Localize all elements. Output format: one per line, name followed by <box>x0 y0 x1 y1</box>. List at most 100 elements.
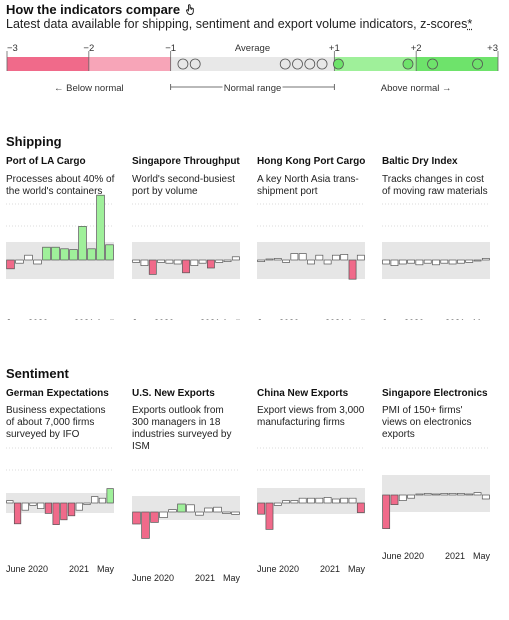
bar[interactable] <box>78 226 87 261</box>
bar[interactable] <box>457 493 465 496</box>
bar[interactable] <box>168 509 177 513</box>
bar[interactable] <box>186 504 195 513</box>
bar[interactable] <box>157 259 165 263</box>
bar[interactable] <box>332 254 340 261</box>
bar[interactable] <box>390 259 399 266</box>
indicator-dot[interactable] <box>304 58 316 70</box>
bar[interactable] <box>382 259 391 265</box>
bar[interactable] <box>415 259 424 266</box>
bar[interactable] <box>182 259 190 274</box>
bar[interactable] <box>52 502 60 525</box>
bar[interactable] <box>481 494 490 500</box>
bar[interactable] <box>96 194 105 261</box>
bar[interactable] <box>213 506 222 513</box>
bar[interactable] <box>98 497 107 504</box>
bar[interactable] <box>91 496 99 504</box>
indicator-dot[interactable] <box>177 58 189 70</box>
indicator-dot[interactable] <box>427 58 438 70</box>
bar[interactable] <box>465 259 474 263</box>
bar[interactable] <box>257 502 266 515</box>
bar[interactable] <box>106 488 114 504</box>
bar[interactable] <box>257 259 266 262</box>
footnote-asterisk[interactable]: * <box>467 17 473 31</box>
bar[interactable] <box>195 511 204 516</box>
bar[interactable] <box>465 493 474 496</box>
bar[interactable] <box>198 259 207 264</box>
bar[interactable] <box>6 500 14 504</box>
bar[interactable] <box>159 511 168 518</box>
bar[interactable] <box>273 258 282 261</box>
bar[interactable] <box>105 244 114 261</box>
bar[interactable] <box>83 502 91 505</box>
bar[interactable] <box>356 502 365 513</box>
bar[interactable] <box>15 259 24 264</box>
bar[interactable] <box>323 497 332 504</box>
bar[interactable] <box>60 502 68 521</box>
bar[interactable] <box>6 259 15 270</box>
bar[interactable] <box>348 497 357 504</box>
bar[interactable] <box>75 502 83 511</box>
bar[interactable] <box>69 249 78 261</box>
bar[interactable] <box>231 511 240 515</box>
bar[interactable] <box>340 254 349 261</box>
bar[interactable] <box>481 258 490 261</box>
bar[interactable] <box>231 256 240 261</box>
bar[interactable] <box>177 503 186 513</box>
bar[interactable] <box>390 494 399 505</box>
bar[interactable] <box>440 493 449 496</box>
bar[interactable] <box>132 511 141 525</box>
bar[interactable] <box>265 502 274 530</box>
bar[interactable] <box>340 497 349 504</box>
bar[interactable] <box>423 493 432 496</box>
bar[interactable] <box>207 259 215 269</box>
indicator-dot[interactable] <box>279 58 291 70</box>
bar[interactable] <box>432 493 440 496</box>
bar[interactable] <box>29 502 37 506</box>
indicator-dot[interactable] <box>189 58 201 70</box>
bar[interactable] <box>132 259 141 263</box>
bar[interactable] <box>407 494 415 499</box>
bar[interactable] <box>165 259 174 264</box>
indicator-dot[interactable] <box>333 58 344 70</box>
bar[interactable] <box>265 258 274 261</box>
bar[interactable] <box>398 494 407 501</box>
bar[interactable] <box>323 259 332 265</box>
bar[interactable] <box>223 259 232 262</box>
bar[interactable] <box>215 259 224 263</box>
indicator-dot[interactable] <box>316 58 328 70</box>
bar[interactable] <box>24 254 33 261</box>
bar[interactable] <box>440 259 449 264</box>
bar[interactable] <box>273 502 282 506</box>
bar[interactable] <box>407 259 415 264</box>
bar[interactable] <box>348 259 357 280</box>
bar[interactable] <box>298 497 307 504</box>
indicator-dot[interactable] <box>292 58 303 70</box>
indicator-dot[interactable] <box>402 58 414 70</box>
bar[interactable] <box>141 511 150 539</box>
bar[interactable] <box>44 502 53 514</box>
bar[interactable] <box>473 492 482 496</box>
bar[interactable] <box>51 246 60 261</box>
bar[interactable] <box>87 248 96 261</box>
bar[interactable] <box>415 493 424 496</box>
bar[interactable] <box>140 259 149 266</box>
bar[interactable] <box>67 502 76 517</box>
bar[interactable] <box>307 259 315 265</box>
bar[interactable] <box>423 259 432 264</box>
bar[interactable] <box>448 493 457 496</box>
bar[interactable] <box>60 248 69 261</box>
bar[interactable] <box>298 253 307 261</box>
bar[interactable] <box>190 259 199 266</box>
bar[interactable] <box>290 253 299 261</box>
bar[interactable] <box>315 497 324 504</box>
bar[interactable] <box>42 246 51 261</box>
bar[interactable] <box>398 259 407 265</box>
bar[interactable] <box>332 498 340 504</box>
bar[interactable] <box>282 259 290 263</box>
bar[interactable] <box>473 259 482 262</box>
bar[interactable] <box>382 494 391 529</box>
bar[interactable] <box>432 259 440 266</box>
bar[interactable] <box>150 511 159 523</box>
indicator-dot[interactable] <box>472 58 483 70</box>
bar[interactable] <box>457 259 465 264</box>
